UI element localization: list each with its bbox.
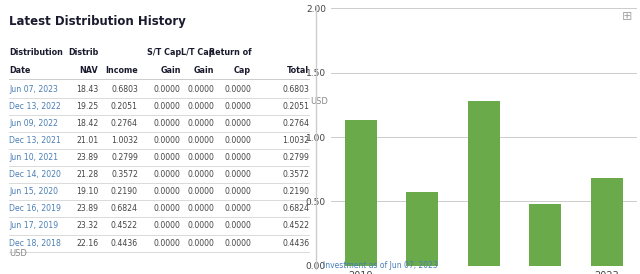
Text: 1.0032: 1.0032 [282, 136, 309, 145]
Text: 0.0000: 0.0000 [188, 239, 214, 248]
Text: USD: USD [310, 97, 328, 106]
Text: Date: Date [10, 66, 31, 75]
Text: Distribution: Distribution [10, 48, 63, 57]
Text: 0.0000: 0.0000 [188, 187, 214, 196]
Text: Jun 17, 2019: Jun 17, 2019 [10, 221, 59, 230]
Text: 0.6803: 0.6803 [111, 85, 138, 94]
Text: 0.4436: 0.4436 [111, 239, 138, 248]
Bar [591, 178, 623, 266]
Text: 0.0000: 0.0000 [154, 239, 181, 248]
Text: 0.4436: 0.4436 [282, 239, 309, 248]
Text: Cap: Cap [234, 66, 252, 75]
Bar [406, 192, 438, 266]
Text: 23.89: 23.89 [76, 204, 98, 213]
Text: S/T Cap: S/T Cap [147, 48, 181, 57]
Text: 0.2190: 0.2190 [282, 187, 309, 196]
Text: 0.0000: 0.0000 [154, 187, 181, 196]
Text: 0.2764: 0.2764 [111, 119, 138, 128]
Text: 0.2764: 0.2764 [282, 119, 309, 128]
Text: Dec 13, 2021: Dec 13, 2021 [10, 136, 61, 145]
Text: Return of: Return of [209, 48, 252, 57]
Text: Total: Total [287, 66, 309, 75]
Bar [529, 204, 561, 266]
Text: 0.2799: 0.2799 [282, 153, 309, 162]
Text: 0.0000: 0.0000 [188, 119, 214, 128]
Text: 0.2190: 0.2190 [111, 187, 138, 196]
Text: Jun 09, 2022: Jun 09, 2022 [10, 119, 58, 128]
Bar [345, 120, 377, 266]
Text: 0.0000: 0.0000 [154, 221, 181, 230]
Text: ⊞: ⊞ [622, 10, 632, 22]
Text: 0.0000: 0.0000 [154, 85, 181, 94]
Text: 23.89: 23.89 [76, 153, 98, 162]
Text: 0.6803: 0.6803 [282, 85, 309, 94]
Text: 0.0000: 0.0000 [225, 170, 252, 179]
Text: 0.0000: 0.0000 [225, 85, 252, 94]
Text: 0.4522: 0.4522 [282, 221, 309, 230]
Text: 18.42: 18.42 [76, 119, 98, 128]
Text: Latest Distribution History: Latest Distribution History [10, 15, 186, 28]
Text: Dec 16, 2019: Dec 16, 2019 [10, 204, 61, 213]
Text: 19.10: 19.10 [76, 187, 98, 196]
Text: 0.6824: 0.6824 [282, 204, 309, 213]
Text: 0.4522: 0.4522 [111, 221, 138, 230]
Text: 23.32: 23.32 [76, 221, 98, 230]
Text: Jun 15, 2020: Jun 15, 2020 [10, 187, 58, 196]
Text: Gain: Gain [194, 66, 214, 75]
Text: 0.0000: 0.0000 [154, 153, 181, 162]
Text: L/T Cap: L/T Cap [181, 48, 214, 57]
Text: 0.3572: 0.3572 [282, 170, 309, 179]
Text: 0.0000: 0.0000 [225, 187, 252, 196]
Text: Dec 14, 2020: Dec 14, 2020 [10, 170, 61, 179]
Text: 0.0000: 0.0000 [225, 239, 252, 248]
Text: 0.0000: 0.0000 [225, 204, 252, 213]
Text: Dec 13, 2022: Dec 13, 2022 [10, 102, 61, 111]
Text: 0.0000: 0.0000 [225, 136, 252, 145]
Text: 0.0000: 0.0000 [225, 102, 252, 111]
Text: 0.0000: 0.0000 [154, 170, 181, 179]
Text: 0.0000: 0.0000 [225, 119, 252, 128]
Text: 1.0032: 1.0032 [111, 136, 138, 145]
Text: 0.0000: 0.0000 [188, 221, 214, 230]
Text: NAV: NAV [79, 66, 98, 75]
Text: USD: USD [10, 249, 28, 258]
Text: 0.0000: 0.0000 [188, 102, 214, 111]
Text: 21.28: 21.28 [76, 170, 98, 179]
Text: 21.01: 21.01 [76, 136, 98, 145]
Text: Jun 10, 2021: Jun 10, 2021 [10, 153, 59, 162]
Text: 0.2051: 0.2051 [111, 102, 138, 111]
Text: Investment as of Jun 07, 2023: Investment as of Jun 07, 2023 [323, 261, 438, 270]
Bar [468, 101, 500, 266]
Text: 0.0000: 0.0000 [188, 136, 214, 145]
Text: 0.0000: 0.0000 [188, 204, 214, 213]
Text: 0.0000: 0.0000 [154, 204, 181, 213]
Text: 0.0000: 0.0000 [188, 170, 214, 179]
Text: 0.0000: 0.0000 [225, 153, 252, 162]
Text: 18.43: 18.43 [76, 85, 98, 94]
Text: 22.16: 22.16 [76, 239, 98, 248]
Text: 0.0000: 0.0000 [188, 85, 214, 94]
Text: 0.2799: 0.2799 [111, 153, 138, 162]
Text: Dec 18, 2018: Dec 18, 2018 [10, 239, 61, 248]
Text: 0.2051: 0.2051 [282, 102, 309, 111]
Text: Income: Income [105, 66, 138, 75]
Text: Distrib: Distrib [68, 48, 98, 57]
Text: 0.3572: 0.3572 [111, 170, 138, 179]
Text: Jun 07, 2023: Jun 07, 2023 [10, 85, 58, 94]
Text: Gain: Gain [161, 66, 181, 75]
Text: 0.0000: 0.0000 [154, 136, 181, 145]
Text: 0.6824: 0.6824 [111, 204, 138, 213]
Text: 0.0000: 0.0000 [188, 153, 214, 162]
Text: 0.0000: 0.0000 [154, 119, 181, 128]
Text: 0.0000: 0.0000 [225, 221, 252, 230]
Text: 0.0000: 0.0000 [154, 102, 181, 111]
Text: 19.25: 19.25 [76, 102, 98, 111]
